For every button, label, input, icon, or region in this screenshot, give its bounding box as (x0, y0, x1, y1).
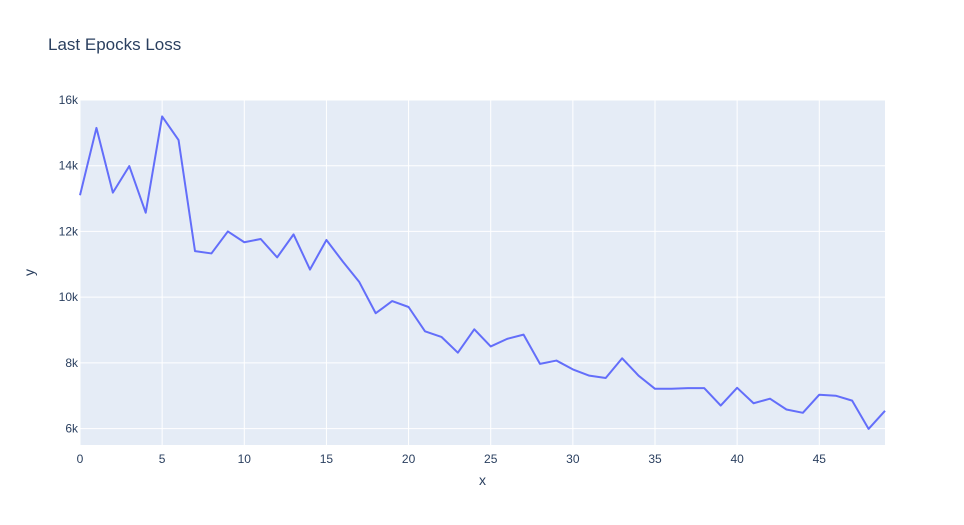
y-tick-label: 6k (65, 422, 79, 436)
x-axis-ticks: 0 5 10 15 20 25 30 35 40 45 (77, 452, 827, 466)
loss-series-line (79, 115, 886, 430)
y-tick-label: 14k (59, 159, 79, 173)
y-tick-label: 12k (59, 224, 79, 238)
x-axis-title: x (479, 472, 486, 488)
x-tick-label: 25 (484, 452, 498, 466)
x-tick-label: 5 (159, 452, 166, 466)
chart-title: Last Epocks Loss (48, 35, 181, 54)
plot-background (80, 100, 885, 445)
x-tick-label: 45 (813, 452, 827, 466)
y-tick-label: 16k (59, 93, 79, 107)
x-tick-label: 40 (730, 452, 744, 466)
x-tick-label: 10 (238, 452, 252, 466)
x-tick-label: 30 (566, 452, 580, 466)
x-tick-label: 0 (77, 452, 84, 466)
y-tick-label: 8k (65, 356, 79, 370)
y-tick-label: 10k (59, 290, 79, 304)
x-tick-label: 15 (320, 452, 334, 466)
y-axis-title: y (21, 269, 37, 276)
x-tick-label: 35 (648, 452, 662, 466)
y-axis-ticks: 6k 8k 10k 12k 14k 16k (59, 93, 79, 436)
x-tick-label: 20 (402, 452, 416, 466)
series-layer (79, 115, 886, 430)
grid-lines (79, 99, 885, 445)
